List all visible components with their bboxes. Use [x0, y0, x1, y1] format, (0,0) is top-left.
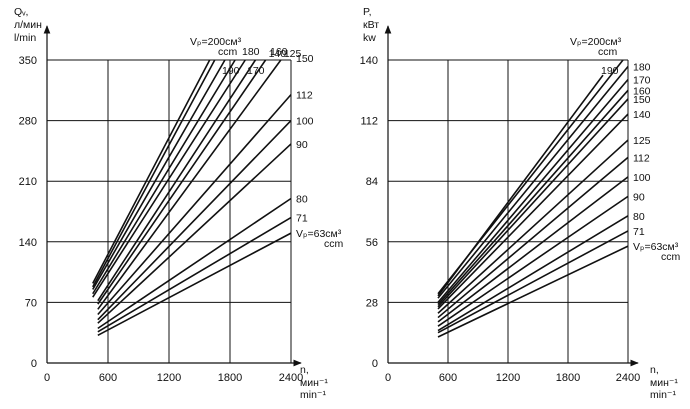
series-line-v-200-ccm	[437, 59, 624, 295]
x-tick-label: 2400	[616, 372, 640, 384]
series-label-71: 71	[296, 213, 308, 225]
series-label-150: 150	[633, 94, 651, 106]
x-tick-label: 600	[439, 372, 457, 384]
series-line-150	[97, 59, 257, 302]
series-line-71	[437, 230, 629, 334]
y-tick-label: 112	[360, 116, 378, 128]
series-label-180: 180	[242, 46, 260, 58]
y-tick-label: 210	[19, 176, 37, 188]
series-label-160: 160	[633, 85, 651, 97]
series-line-90	[437, 195, 629, 327]
series-label-150: 150	[296, 53, 314, 65]
y-axis-label: л/мин	[14, 19, 42, 31]
y-tick-label: 56	[366, 237, 378, 249]
series-line-180	[92, 59, 226, 290]
y-axis-label: P,	[363, 6, 372, 18]
y-tick-label: 280	[19, 116, 37, 128]
series-label-112: 112	[296, 90, 313, 102]
series-line-90	[97, 143, 292, 324]
series-line-140	[97, 59, 267, 305]
x-tick-label: 0	[385, 372, 391, 384]
x-axis-label: n,	[650, 364, 659, 376]
series-line-80	[437, 215, 629, 332]
series-line-100	[437, 176, 629, 323]
series-line-100	[97, 120, 292, 321]
x-axis-label: мин⁻¹	[300, 377, 328, 389]
series-label-80: 80	[296, 194, 308, 206]
y-tick-label: 0	[31, 358, 37, 370]
y-axis-label: l/min	[14, 32, 36, 44]
series-label-unit: ccm	[324, 238, 344, 250]
series-line-112	[97, 94, 292, 316]
series-label-112: 112	[633, 152, 650, 164]
x-axis-label: n,	[300, 364, 309, 376]
series-label-90: 90	[296, 139, 308, 151]
series-label-190: 190	[222, 65, 240, 77]
series-line-190	[92, 59, 216, 288]
x-tick-label: 1200	[157, 372, 181, 384]
series-label-190: 190	[601, 65, 619, 77]
series-label-140: 140	[633, 109, 651, 121]
series-label-140: 140	[269, 48, 287, 60]
y-axis-label: kw	[363, 32, 376, 44]
x-axis-label: мин⁻¹	[650, 377, 678, 389]
y-tick-label: 70	[25, 297, 37, 309]
series-label-v-63-ccm: Vₚ=63см³	[633, 241, 679, 253]
y-tick-label: 350	[19, 55, 37, 67]
series-label-170: 170	[633, 74, 651, 86]
series-line-v-63-ccm	[437, 245, 629, 338]
series-label-90: 90	[633, 191, 645, 203]
x-tick-label: 1200	[496, 372, 520, 384]
series-line-80	[97, 197, 292, 330]
series-line-150	[437, 98, 629, 308]
series-label-v-200-ccm: Vₚ=200см³	[570, 36, 622, 48]
series-line-125	[97, 59, 282, 310]
series-label-v-200-ccm: Vₚ=200см³	[190, 36, 242, 48]
series-line-v-200-ccm	[92, 59, 211, 284]
x-tick-label: 2400	[279, 372, 303, 384]
series-label-170: 170	[247, 65, 265, 77]
series-label-v-63-ccm: Vₚ=63см³	[296, 228, 342, 240]
series-line-71	[97, 216, 292, 333]
series-label-unit: ccm	[598, 46, 618, 58]
series-line-v-63-ccm	[97, 232, 292, 337]
series-label-unit: ccm	[661, 251, 681, 263]
y-axis-label: Qᵥ,	[14, 6, 28, 18]
series-label-125: 125	[284, 48, 302, 60]
series-label-180: 180	[633, 61, 651, 73]
y-axis-label: кВт	[363, 19, 379, 31]
y-tick-label: 0	[372, 358, 378, 370]
series-label-unit: ccm	[218, 46, 238, 58]
series-label-100: 100	[296, 116, 314, 128]
series-label-125: 125	[633, 135, 651, 147]
series-line-125	[437, 139, 629, 314]
series-line-160	[437, 89, 629, 306]
x-axis-label: min⁻¹	[650, 389, 676, 401]
x-tick-label: 1800	[556, 372, 580, 384]
x-tick-label: 0	[44, 372, 50, 384]
series-line-140	[437, 113, 629, 310]
series-label-160: 160	[270, 46, 288, 58]
series-line-112	[437, 156, 629, 319]
series-label-100: 100	[633, 172, 651, 184]
x-axis-label: min⁻¹	[300, 389, 326, 401]
series-line-160	[92, 59, 246, 298]
series-line-170	[92, 59, 236, 295]
x-tick-label: 1800	[218, 372, 242, 384]
y-tick-label: 140	[360, 55, 378, 67]
series-line-180	[437, 65, 629, 299]
y-tick-label: 84	[366, 176, 378, 188]
series-label-71: 71	[633, 226, 645, 238]
series-line-170	[437, 78, 629, 303]
chart-1: 0 600 1200 1800 2400 0 70 140 210 280 350 Qᵥ,л/минl…	[14, 6, 344, 401]
y-tick-label: 140	[19, 237, 37, 249]
y-tick-label: 28	[366, 297, 378, 309]
series-label-80: 80	[633, 211, 645, 223]
x-tick-label: 600	[99, 372, 117, 384]
